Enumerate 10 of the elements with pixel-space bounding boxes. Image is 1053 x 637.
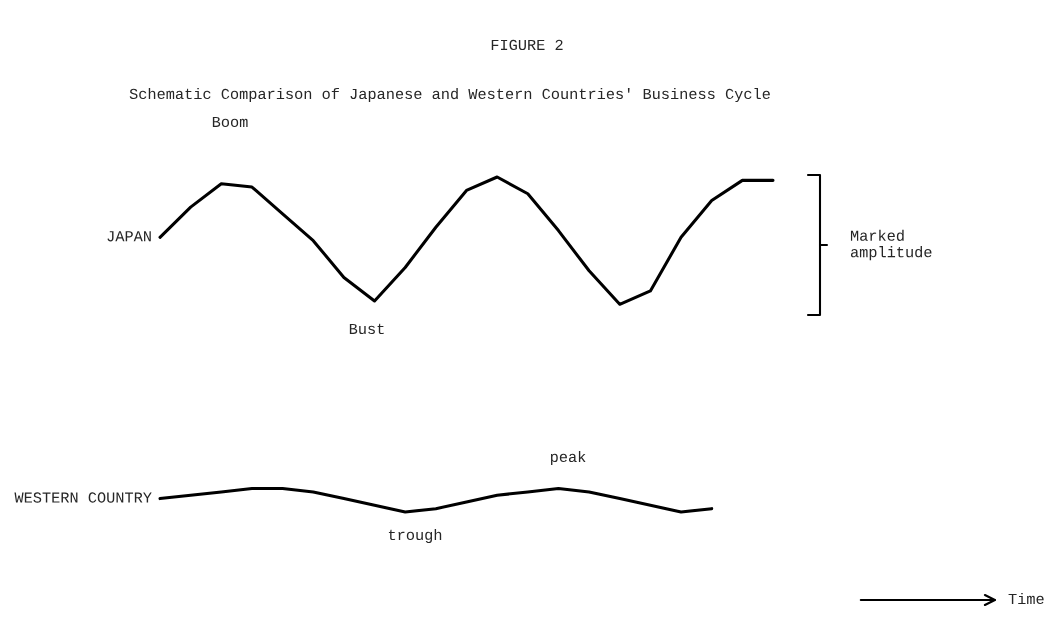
series-label: JAPAN: [107, 231, 151, 242]
text: Boom: [212, 116, 248, 128]
text: trough: [388, 528, 442, 544]
annotation: Bust: [349, 323, 384, 335]
text: Marked amplitude: [850, 229, 932, 261]
chart-subtitle: Schematic Comparison of Japanese and Western Countries' Business Cycle: [129, 87, 770, 103]
series-label: WESTERN COUNTRY: [14, 492, 152, 503]
annotation: peak: [551, 450, 586, 466]
text: Time: [1008, 592, 1044, 605]
chart-title: FIGURE 2: [491, 39, 563, 51]
